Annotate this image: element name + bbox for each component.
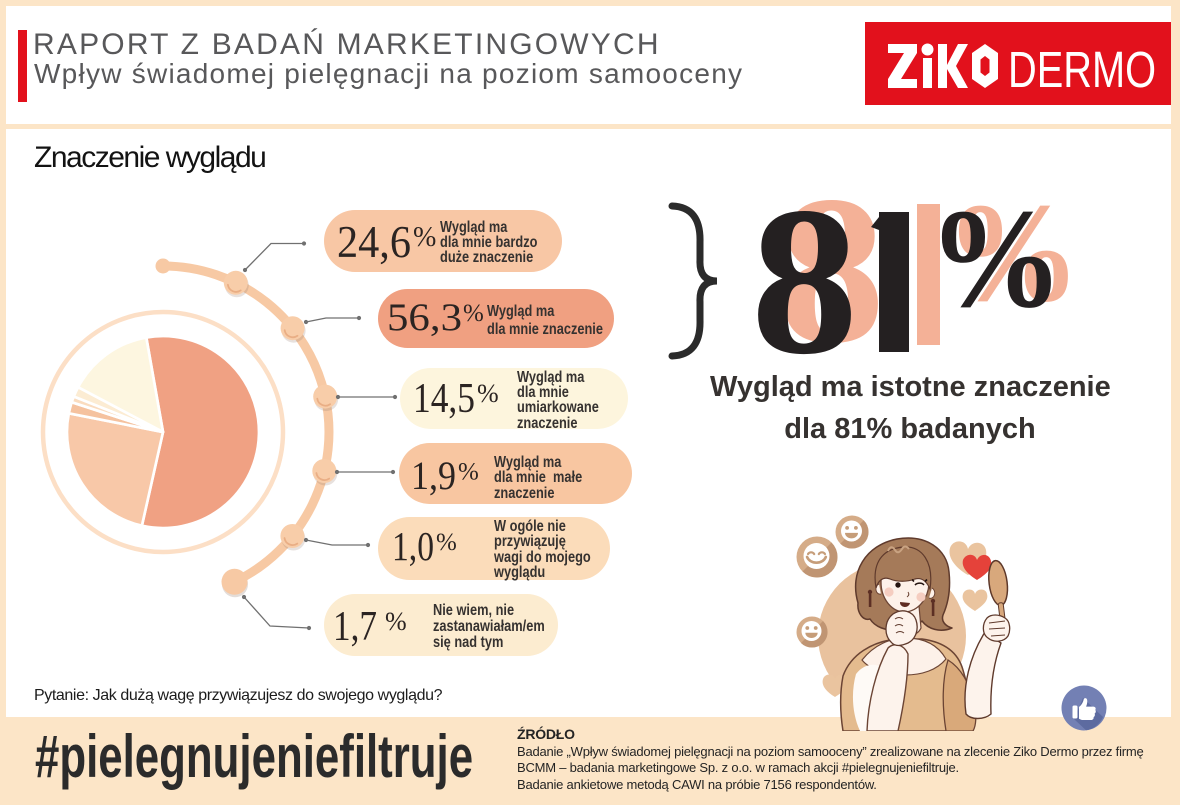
svg-text:%: % xyxy=(928,180,1064,338)
svg-text:14,5: 14,5 xyxy=(413,376,475,422)
svg-text:24,6: 24,6 xyxy=(337,217,411,267)
svg-text:1,9: 1,9 xyxy=(411,453,456,498)
svg-text:%: % xyxy=(458,458,479,485)
svg-text:%: % xyxy=(385,607,407,636)
svg-text:1,7: 1,7 xyxy=(333,604,377,650)
svg-text:%: % xyxy=(436,529,457,556)
svg-text:%: % xyxy=(945,174,1081,332)
svg-text:1,0: 1,0 xyxy=(392,523,434,569)
svg-text:%: % xyxy=(463,300,484,327)
svg-text:8: 8 xyxy=(751,170,858,398)
svg-text:8: 8 xyxy=(778,170,885,387)
svg-text:%: % xyxy=(477,379,499,408)
svg-text:56,3: 56,3 xyxy=(387,296,462,339)
svg-text:%: % xyxy=(413,222,436,253)
svg-text:DERMO: DERMO xyxy=(1008,43,1156,89)
